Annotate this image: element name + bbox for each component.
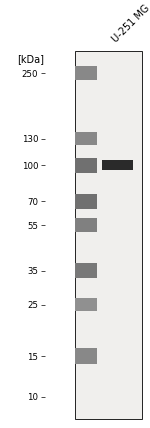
Bar [75, 132, 97, 146]
Text: U-251 MG: U-251 MG [110, 3, 150, 44]
Bar [75, 66, 97, 80]
Bar [102, 160, 134, 170]
Bar [75, 218, 97, 232]
Bar [75, 298, 97, 311]
Bar [75, 348, 97, 364]
Bar [75, 194, 97, 208]
Text: [kDa]: [kDa] [17, 54, 44, 65]
Bar [75, 158, 97, 172]
Bar [75, 264, 97, 278]
Bar [75, 51, 142, 419]
